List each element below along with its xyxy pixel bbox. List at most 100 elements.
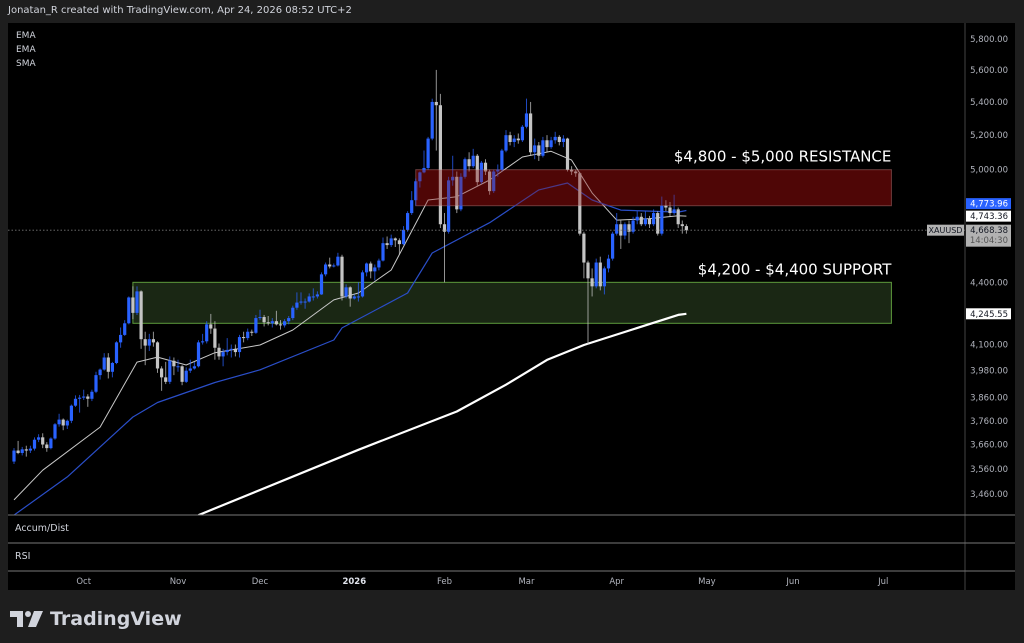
candle-body [553, 136, 557, 141]
candle-body [20, 449, 24, 453]
candle-body [147, 339, 151, 346]
candle-body [53, 424, 57, 439]
candle-body [94, 375, 98, 392]
ema-slow-line [13, 182, 687, 515]
candle-body [168, 360, 172, 382]
candle-body [69, 405, 73, 421]
candle-body [225, 349, 229, 353]
candle-body [414, 181, 418, 201]
candle-body [119, 334, 123, 343]
candle-body [488, 171, 492, 192]
candle-body [422, 167, 426, 173]
candle-body [647, 218, 652, 225]
candle-body [455, 176, 459, 210]
candle-body [28, 448, 32, 451]
support-zone [132, 281, 892, 324]
last-price-badge-bg [966, 224, 1011, 247]
candle-body [135, 291, 139, 313]
candle-body [221, 352, 225, 357]
candle-body [176, 366, 180, 368]
candle-body [578, 173, 582, 234]
candle-body [369, 263, 373, 272]
candle-body [246, 331, 250, 339]
candle-body [418, 172, 422, 182]
resistance-label: $4,800 - $5,000 RESISTANCE [674, 148, 892, 166]
candle-body [348, 287, 352, 299]
price-tick-label: 3,760.00 [970, 417, 1008, 427]
candle-body [680, 224, 684, 227]
candle-body [295, 302, 299, 308]
candle-body [586, 262, 590, 279]
ema-slow-price-badge-bg [966, 198, 1011, 210]
candle-body [401, 229, 406, 245]
candle-body [656, 213, 660, 234]
candle-body [78, 397, 82, 399]
ema-fast-line [13, 150, 687, 501]
last-price-badge: 4,668.38 [970, 226, 1008, 236]
candle-body [660, 205, 664, 234]
time-tick-label: Jun [785, 577, 799, 587]
candle-body [180, 366, 184, 382]
time-tick-label: Oct [76, 577, 91, 587]
candle-body [582, 233, 586, 263]
legend-sma[interactable]: SMA [16, 59, 36, 69]
candle-body [184, 370, 188, 382]
candle-body [676, 209, 680, 225]
resistance-zone-overlay [415, 169, 892, 206]
candle-body [217, 347, 221, 357]
price-tick-label: 3,660.00 [970, 441, 1008, 451]
symbol-tag-bg [927, 224, 964, 236]
time-tick-label: May [698, 577, 716, 587]
candle-body [86, 396, 90, 399]
candle-body [237, 337, 242, 353]
candle-body [41, 437, 45, 445]
legend-ema-fast[interactable]: EMA [16, 31, 36, 41]
rsi-pane-label[interactable]: RSI [15, 551, 31, 562]
bar-countdown: 14:04:30 [970, 236, 1008, 246]
candle-body [37, 437, 41, 440]
candle-body [389, 238, 393, 246]
candle-body [98, 369, 102, 376]
candle-body [24, 449, 28, 451]
ema-fast-price-badge-bg [966, 210, 1011, 222]
candle-body [287, 318, 291, 322]
candle-body [524, 113, 529, 127]
candle-body [537, 145, 541, 156]
legend-ema-slow[interactable]: EMA [16, 45, 36, 55]
candle-body [283, 321, 287, 326]
candle-body [381, 243, 385, 261]
candle-body [512, 138, 516, 142]
candle-body [155, 342, 160, 369]
candle-body [606, 258, 611, 269]
candle-body [45, 444, 49, 449]
time-tick-label: Dec [252, 577, 269, 587]
candle-body [475, 155, 479, 183]
candle-body [365, 263, 369, 273]
accum-dist-pane-label[interactable]: Accum/Dist [15, 523, 69, 534]
time-tick-label: Jul [877, 577, 888, 587]
time-tick-label: Apr [609, 577, 624, 587]
candle-body [373, 267, 377, 272]
candle-body [393, 238, 397, 241]
candle-body [406, 213, 410, 230]
candle-body [483, 162, 488, 172]
candle-body [315, 294, 319, 297]
candle-body [242, 337, 246, 339]
candle-body [447, 180, 451, 232]
candle-body [192, 366, 196, 369]
candle-body [336, 256, 340, 266]
candle-body [12, 450, 16, 462]
candle-body [672, 209, 676, 214]
price-tick-label: 3,980.00 [970, 367, 1008, 377]
candle-body [16, 450, 20, 453]
sma-price-badge-bg [966, 308, 1011, 320]
candle-body [496, 169, 500, 172]
candle-body [385, 243, 389, 246]
sma-price-badge: 4,245.55 [970, 310, 1008, 320]
candle-body [114, 342, 119, 363]
candle-body [229, 348, 233, 350]
tradingview-logo-icon [10, 611, 43, 627]
ema-slow-price-badge: 4,773.96 [970, 200, 1008, 210]
candle-body [82, 396, 86, 398]
